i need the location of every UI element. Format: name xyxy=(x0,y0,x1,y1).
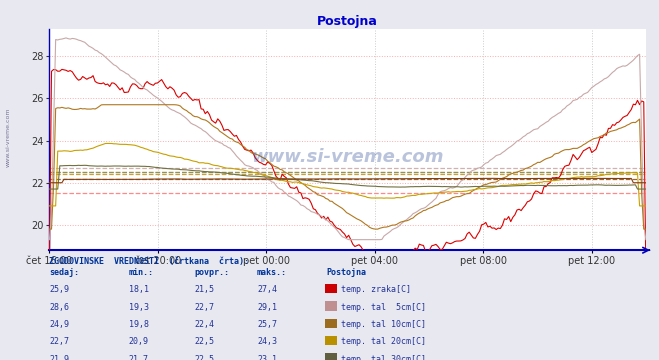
Text: 22,7: 22,7 xyxy=(194,303,214,312)
Text: 24,3: 24,3 xyxy=(257,337,277,346)
Text: sedaj:: sedaj: xyxy=(49,268,80,277)
Text: 24,9: 24,9 xyxy=(49,320,69,329)
Text: 19,3: 19,3 xyxy=(129,303,148,312)
Text: ZGODOVINSKE  VREDNOSTI  (črtkana  črta):: ZGODOVINSKE VREDNOSTI (črtkana črta): xyxy=(49,257,249,266)
Text: 25,7: 25,7 xyxy=(257,320,277,329)
Text: 23,1: 23,1 xyxy=(257,355,277,360)
Text: temp. tal  5cm[C]: temp. tal 5cm[C] xyxy=(341,303,426,312)
Text: 21,9: 21,9 xyxy=(49,355,69,360)
Text: 22,5: 22,5 xyxy=(194,337,214,346)
Text: Postojna: Postojna xyxy=(326,268,366,277)
Text: temp. zraka[C]: temp. zraka[C] xyxy=(341,285,411,294)
Text: temp. tal 30cm[C]: temp. tal 30cm[C] xyxy=(341,355,426,360)
Title: Postojna: Postojna xyxy=(317,15,378,28)
Text: 21,7: 21,7 xyxy=(129,355,148,360)
Text: temp. tal 10cm[C]: temp. tal 10cm[C] xyxy=(341,320,426,329)
Text: 25,9: 25,9 xyxy=(49,285,69,294)
Text: temp. tal 20cm[C]: temp. tal 20cm[C] xyxy=(341,337,426,346)
Text: www.si-vreme.com: www.si-vreme.com xyxy=(5,107,11,167)
Text: www.si-vreme.com: www.si-vreme.com xyxy=(251,148,444,166)
Text: maks.:: maks.: xyxy=(257,268,287,277)
Text: 29,1: 29,1 xyxy=(257,303,277,312)
Text: 18,1: 18,1 xyxy=(129,285,148,294)
Text: 22,4: 22,4 xyxy=(194,320,214,329)
Text: 20,9: 20,9 xyxy=(129,337,148,346)
Text: povpr.:: povpr.: xyxy=(194,268,229,277)
Text: 21,5: 21,5 xyxy=(194,285,214,294)
Text: 22,7: 22,7 xyxy=(49,337,69,346)
Text: 19,8: 19,8 xyxy=(129,320,148,329)
Text: 28,6: 28,6 xyxy=(49,303,69,312)
Text: min.:: min.: xyxy=(129,268,154,277)
Text: 22,5: 22,5 xyxy=(194,355,214,360)
Text: 27,4: 27,4 xyxy=(257,285,277,294)
